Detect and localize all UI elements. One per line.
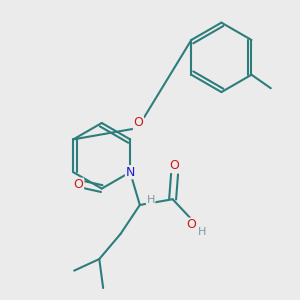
Text: N: N xyxy=(125,166,135,179)
Text: O: O xyxy=(169,159,179,172)
Text: O: O xyxy=(134,116,143,130)
Text: H: H xyxy=(146,195,155,206)
Text: H: H xyxy=(198,227,206,237)
Text: O: O xyxy=(74,178,83,191)
Text: O: O xyxy=(186,218,196,231)
